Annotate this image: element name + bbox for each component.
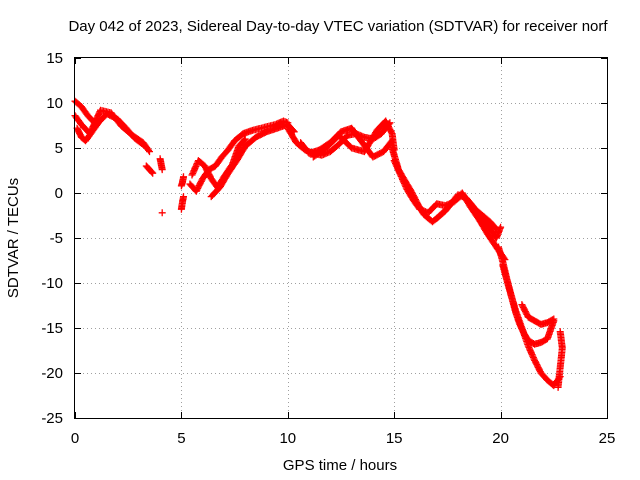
data-point [549,316,556,324]
y-tick-label: 15 [46,50,63,67]
series-track-k [207,121,298,201]
data-point [94,119,102,127]
series-track-g [177,193,187,213]
data-point [554,383,562,391]
data-point [241,135,249,143]
y-tick-label: -20 [41,365,63,382]
data-point [240,136,248,144]
x-tick-label: 20 [492,430,509,447]
y-tick-label: -5 [50,230,63,247]
series-track-c [73,119,102,145]
x-tick-label: 10 [279,430,296,447]
series-track-e [156,155,166,174]
series-track-q [433,189,509,264]
y-tick-label: -15 [41,320,63,337]
x-tick-label: 5 [177,430,185,447]
data-point [146,148,153,156]
y-tick-label: 0 [55,185,63,202]
data-point [180,173,187,181]
data-point [158,166,166,174]
series-track-s [499,261,564,390]
grid-lines [75,58,607,418]
x-tick-label: 25 [599,430,616,447]
tick-labels: 0 5 10 15 20 25 15 10 5 0 -5 -10 -15 -20 -25 [41,50,615,447]
series-track-b [71,106,153,156]
series-track-t [518,301,558,328]
x-tick-label: 0 [71,430,79,447]
y-axis-label: SDTVAR / TECUs [5,178,22,298]
series-track-f [158,209,166,217]
x-tick-label: 15 [386,430,403,447]
chart-title: Day 042 of 2023, Sidereal Day-to-day VTE… [68,18,608,35]
data-point [550,315,558,323]
data-point [148,168,156,176]
data-points [71,97,566,391]
series-track-d [142,162,157,177]
data-point [497,223,505,231]
series-track-h [177,173,187,190]
series-track-u [554,328,566,391]
data-point [158,209,166,217]
y-tick-label: 5 [55,140,63,157]
y-tick-label: -25 [41,410,63,427]
data-point [180,193,187,201]
x-axis-label: GPS time / hours [283,457,397,474]
data-point [94,120,101,128]
y-tick-label: 10 [46,95,63,112]
data-point [145,146,153,154]
y-tick-label: -10 [41,275,63,292]
plot-frame [74,57,608,419]
data-point [149,169,157,177]
